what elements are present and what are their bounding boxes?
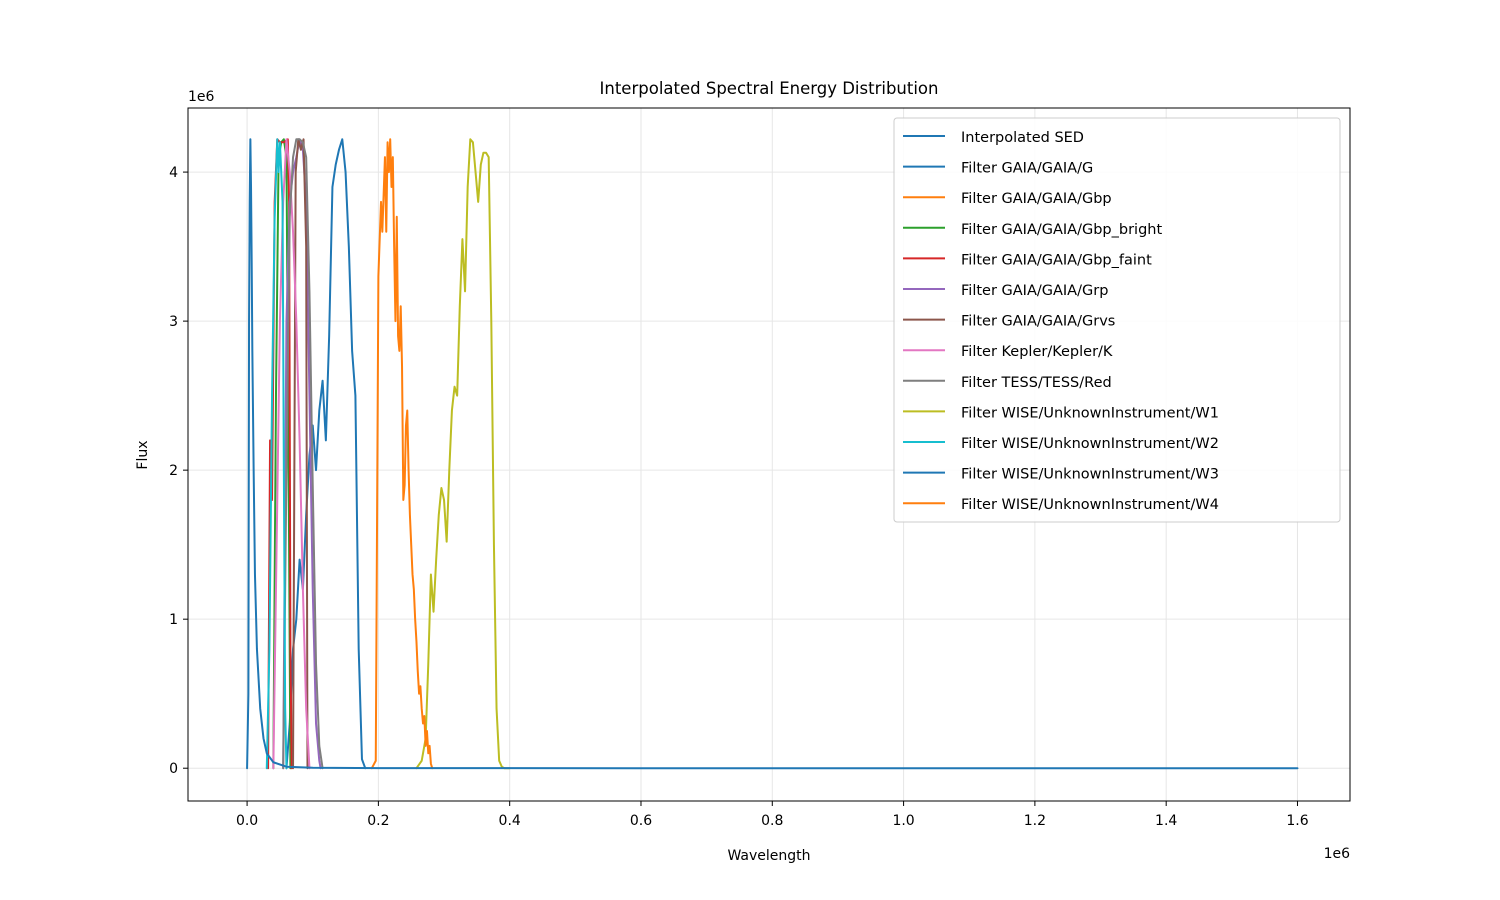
y-axis-label: Flux	[135, 440, 151, 469]
y-axis: 0 1 2 3 4	[169, 165, 188, 777]
legend-label: Filter WISE/UnknownInstrument/W3	[961, 467, 1219, 483]
x-tick-label: 0.6	[630, 813, 652, 829]
x-offset-label: 1e6	[1324, 846, 1351, 862]
legend-label: Filter GAIA/GAIA/Gbp_bright	[961, 222, 1162, 238]
series-line-6	[292, 138, 309, 770]
x-tick-label: 0.2	[367, 813, 389, 829]
y-tick-label: 0	[169, 761, 178, 777]
series-line-10	[265, 138, 288, 770]
legend-label: Filter GAIA/GAIA/Gbp	[961, 191, 1112, 207]
legend-label: Filter GAIA/GAIA/Grp	[961, 283, 1108, 299]
legend-box	[893, 117, 1341, 523]
legend-label: Filter WISE/UnknownInstrument/W1	[961, 405, 1219, 421]
series-line-8	[282, 138, 324, 770]
x-axis: 0.0 0.2 0.4 0.6 0.8 1.0 1.2 1.4 1.6	[236, 801, 1309, 829]
legend-label: Filter Kepler/Kepler/K	[961, 344, 1113, 360]
legend-label: Filter WISE/UnknownInstrument/W2	[961, 436, 1219, 452]
chart-title: Interpolated Spectral Energy Distributio…	[600, 79, 939, 98]
x-tick-label: 1.4	[1155, 813, 1177, 829]
x-tick-label: 0.8	[761, 813, 783, 829]
legend-entries: Interpolated SED Filter GAIA/GAIA/G Filter…	[903, 130, 1219, 513]
legend-label: Filter GAIA/GAIA/Gbp_faint	[961, 252, 1152, 268]
series-line-3	[272, 138, 292, 770]
series-line-1	[285, 138, 367, 770]
y-tick-label: 3	[169, 314, 178, 330]
legend-label: Filter WISE/UnknownInstrument/W4	[961, 497, 1219, 513]
y-tick-label: 1	[169, 612, 178, 628]
x-tick-label: 0.4	[499, 813, 521, 829]
legend-label: Interpolated SED	[961, 130, 1084, 146]
legend-label: Filter GAIA/GAIA/Grvs	[961, 314, 1115, 330]
series-line-9	[415, 138, 511, 770]
x-tick-label: 0.0	[236, 813, 258, 829]
x-tick-label: 1.0	[892, 813, 914, 829]
series-line-12	[370, 138, 434, 770]
y-tick-label: 4	[169, 165, 178, 181]
legend-label: Filter GAIA/GAIA/G	[961, 161, 1093, 177]
legend-label: Filter TESS/TESS/Red	[961, 375, 1112, 391]
plot-frame	[187, 107, 1351, 802]
x-tick-label: 1.6	[1286, 813, 1308, 829]
series-lines	[246, 138, 1299, 770]
legend: Interpolated SED Filter GAIA/GAIA/G Filter…	[893, 117, 1341, 523]
x-tick-label: 1.2	[1024, 813, 1046, 829]
x-axis-label: Wavelength	[727, 848, 810, 864]
y-offset-label: 1e6	[188, 89, 215, 105]
series-line-0	[246, 138, 1299, 770]
y-tick-label: 2	[169, 463, 178, 479]
